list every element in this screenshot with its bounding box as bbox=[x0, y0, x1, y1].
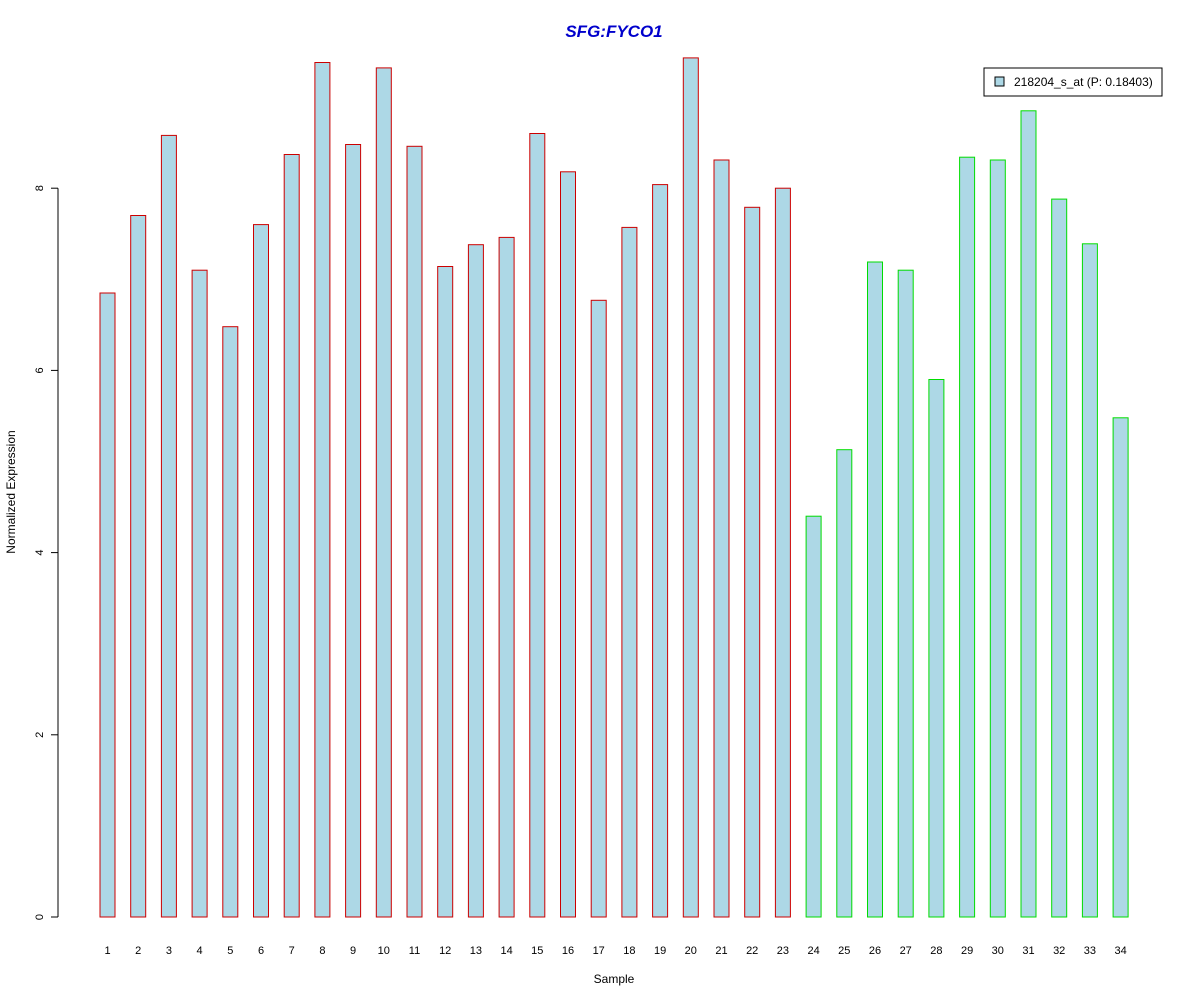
bar-sample-6 bbox=[253, 224, 269, 918]
x-tick-label: 28 bbox=[930, 945, 942, 957]
x-tick-label: 30 bbox=[992, 945, 1004, 957]
bar-sample-21 bbox=[713, 159, 730, 918]
legend-swatch bbox=[994, 76, 1005, 87]
legend: 218204_s_at (P: 0.18403) bbox=[983, 67, 1163, 97]
bar-sample-34 bbox=[1112, 417, 1129, 918]
x-tick-label: 32 bbox=[1053, 945, 1065, 957]
y-axis-label: Normalized Expression bbox=[4, 430, 18, 553]
bar-sample-17 bbox=[590, 299, 607, 918]
bar-sample-14 bbox=[498, 236, 515, 918]
y-tick-label: 0 bbox=[34, 914, 46, 920]
bar-sample-18 bbox=[621, 226, 638, 918]
x-tick-label: 9 bbox=[350, 945, 356, 957]
bar-sample-29 bbox=[959, 156, 976, 918]
bar-sample-19 bbox=[652, 184, 669, 918]
x-tick-label: 21 bbox=[715, 945, 727, 957]
x-tick-label: 10 bbox=[378, 945, 390, 957]
bar-sample-1 bbox=[99, 292, 116, 918]
bar-sample-11 bbox=[406, 145, 423, 918]
y-tick-label: 2 bbox=[34, 732, 46, 738]
x-tick-labels: 1 2 3 4 5 6 7 8 9 10 11 12 13 14 15 16 17 18 19 20 21 22 23 24 2… bbox=[104, 945, 1126, 957]
x-tick-label: 8 bbox=[319, 945, 325, 957]
x-tick-label: 26 bbox=[869, 945, 881, 957]
chart-title: SFG:FYCO1 bbox=[565, 22, 662, 41]
bar-sample-12 bbox=[437, 266, 454, 918]
y-tick-label: 8 bbox=[34, 185, 46, 191]
bar-sample-30 bbox=[989, 159, 1006, 918]
bar-sample-15 bbox=[529, 133, 546, 918]
bar-sample-27 bbox=[897, 269, 914, 918]
x-tick-label: 13 bbox=[470, 945, 482, 957]
bar-sample-25 bbox=[836, 449, 853, 918]
y-tick-label: 4 bbox=[34, 550, 46, 556]
bar-sample-32 bbox=[1051, 198, 1068, 918]
x-tick-label: 23 bbox=[777, 945, 789, 957]
x-tick-label: 15 bbox=[531, 945, 543, 957]
bar-sample-26 bbox=[867, 261, 883, 918]
bar-sample-24 bbox=[805, 515, 822, 918]
x-tick-label: 1 bbox=[104, 945, 110, 957]
x-tick-label: 18 bbox=[623, 945, 635, 957]
bar-sample-5 bbox=[222, 326, 239, 918]
bar-sample-20 bbox=[682, 57, 699, 918]
x-tick-label: 25 bbox=[838, 945, 850, 957]
x-tick-label: 33 bbox=[1084, 945, 1096, 957]
x-tick-label: 14 bbox=[500, 945, 512, 957]
bar-sample-3 bbox=[160, 134, 177, 918]
x-tick-label: 12 bbox=[439, 945, 451, 957]
x-tick-label: 11 bbox=[409, 945, 420, 957]
bar-sample-16 bbox=[560, 171, 576, 918]
x-tick-label: 22 bbox=[746, 945, 758, 957]
bar-sample-28 bbox=[928, 379, 945, 918]
x-tick-label: 4 bbox=[197, 945, 203, 957]
bar-sample-2 bbox=[130, 215, 147, 918]
bar-sample-31 bbox=[1020, 110, 1037, 918]
x-tick-label: 34 bbox=[1114, 945, 1126, 957]
bar-sample-33 bbox=[1081, 243, 1098, 918]
y-tick-label: 6 bbox=[34, 367, 46, 373]
legend-box bbox=[983, 67, 1163, 97]
x-tick-label: 29 bbox=[961, 945, 973, 957]
x-tick-label: 2 bbox=[135, 945, 141, 957]
x-tick-label: 24 bbox=[807, 945, 819, 957]
bar-sample-9 bbox=[345, 144, 362, 918]
x-tick-label: 3 bbox=[166, 945, 172, 957]
bar-sample-8 bbox=[314, 62, 331, 918]
x-tick-label: 17 bbox=[593, 945, 605, 957]
x-tick-label: 27 bbox=[900, 945, 912, 957]
bar-sample-10 bbox=[375, 67, 392, 918]
bar-sample-4 bbox=[191, 269, 208, 918]
bar-sample-13 bbox=[467, 244, 484, 918]
x-tick-label: 19 bbox=[654, 945, 666, 957]
bar-sample-7 bbox=[283, 154, 300, 918]
x-tick-label: 16 bbox=[562, 945, 574, 957]
x-tick-label: 31 bbox=[1022, 945, 1034, 957]
y-axis: 0 2 4 6 8 bbox=[34, 185, 59, 920]
bars-group bbox=[99, 57, 1129, 918]
legend-label: 218204_s_at (P: 0.18403) bbox=[1014, 75, 1153, 89]
x-tick-label: 6 bbox=[258, 945, 264, 957]
x-tick-label: 7 bbox=[289, 945, 295, 957]
bar-sample-22 bbox=[744, 206, 761, 918]
bar-sample-23 bbox=[774, 187, 791, 918]
x-axis-label: Sample bbox=[594, 972, 635, 986]
x-tick-label: 20 bbox=[685, 945, 697, 957]
x-tick-label: 5 bbox=[227, 945, 233, 957]
